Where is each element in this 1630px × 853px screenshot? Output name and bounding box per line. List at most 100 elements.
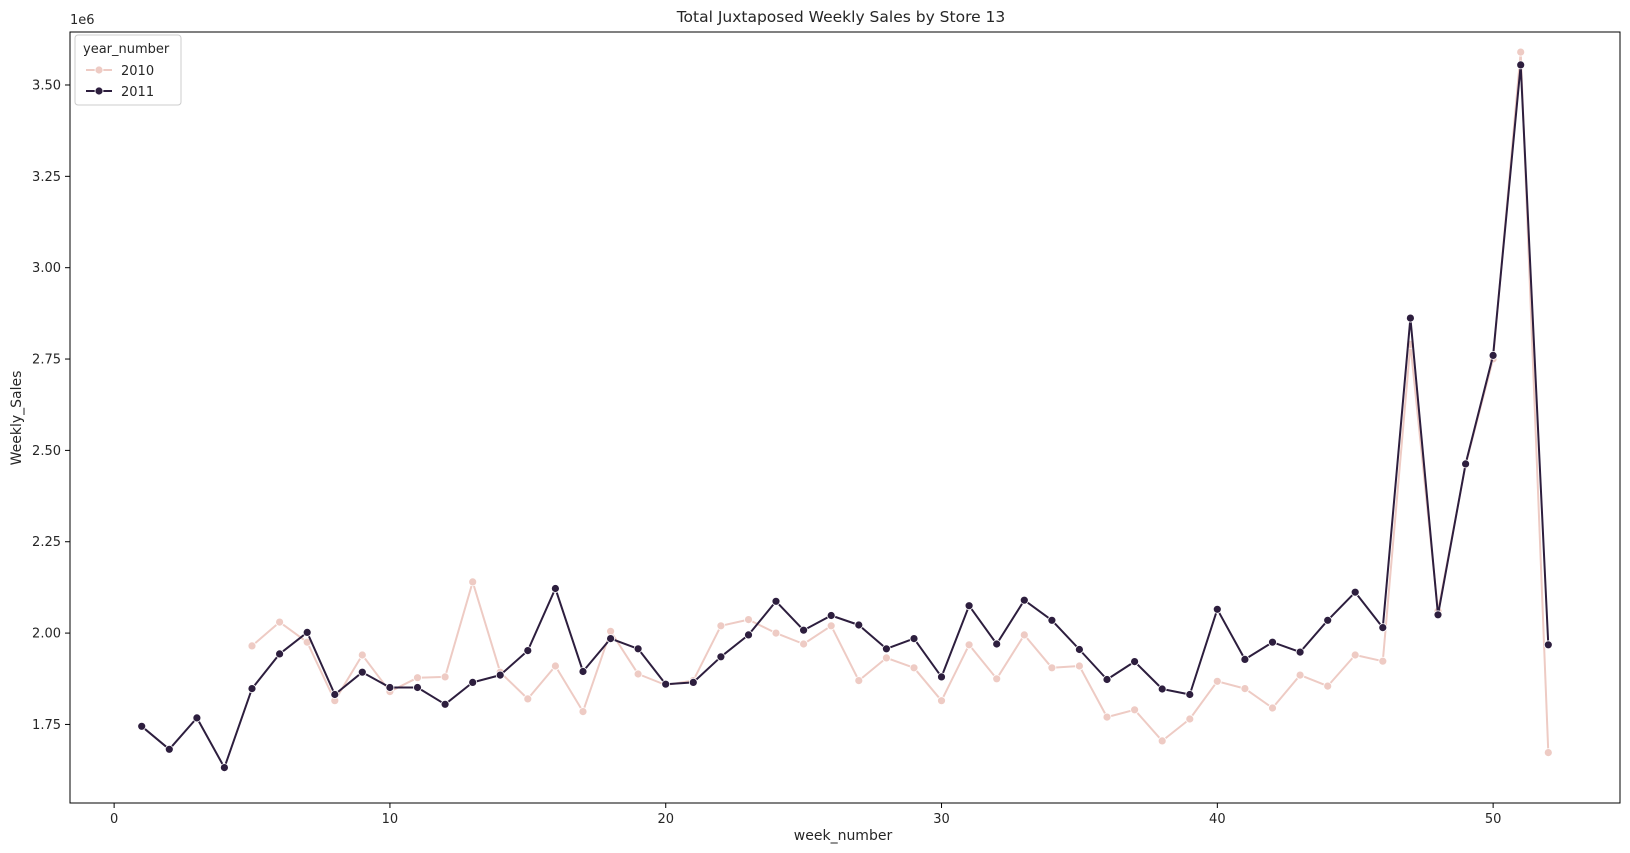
data-point-2010-w41 xyxy=(1240,684,1250,693)
data-point-2010-w35 xyxy=(1075,661,1084,671)
data-point-2010-w51 xyxy=(1516,47,1526,57)
data-point-2011-w12 xyxy=(440,699,450,709)
data-point-2011-w45 xyxy=(1350,587,1360,597)
x-tick-label: 40 xyxy=(1209,812,1226,827)
legend-marker-2010 xyxy=(94,65,104,75)
data-point-2011-w46 xyxy=(1378,623,1388,632)
data-point-2010-w5 xyxy=(247,641,257,651)
data-point-2011-w6 xyxy=(275,649,285,659)
data-point-2011-w48 xyxy=(1433,610,1443,620)
data-point-2010-w39 xyxy=(1185,714,1195,724)
y-axis-offset-label: 1e6 xyxy=(70,13,95,28)
data-point-2011-w19 xyxy=(633,644,643,654)
data-point-2011-w36 xyxy=(1102,675,1112,684)
data-point-2010-w52 xyxy=(1543,748,1553,757)
y-tick-label: 3.00 xyxy=(32,261,61,276)
data-point-2010-w27 xyxy=(854,676,864,685)
data-point-2011-w17 xyxy=(578,667,588,676)
data-point-2011-w40 xyxy=(1212,604,1222,614)
data-point-2011-w21 xyxy=(688,678,698,687)
data-point-2010-w33 xyxy=(1019,630,1029,640)
data-point-2011-w4 xyxy=(219,763,229,772)
series-line-2010 xyxy=(251,51,1550,753)
data-point-2011-w27 xyxy=(854,620,864,630)
data-point-2011-w33 xyxy=(1019,595,1029,605)
data-point-2010-w42 xyxy=(1268,703,1277,713)
data-point-2010-w43 xyxy=(1295,670,1305,680)
data-point-2011-w39 xyxy=(1185,690,1195,699)
data-point-2011-w28 xyxy=(882,644,891,654)
data-point-2011-w26 xyxy=(826,611,836,620)
data-point-2011-w25 xyxy=(799,625,808,635)
data-point-2011-w37 xyxy=(1130,657,1139,666)
data-point-2011-w16 xyxy=(551,584,560,593)
legend-label-2011: 2011 xyxy=(121,85,154,100)
data-point-2010-w26 xyxy=(826,621,836,631)
plot-area: 0 10 20 30 40 50 1.75 2.00 2.25 2.50 2.75 3.00 3.25 3… xyxy=(32,31,1621,827)
data-point-2010-w32 xyxy=(992,674,1002,684)
data-point-2011-w5 xyxy=(247,684,257,693)
data-point-2010-w23 xyxy=(744,615,753,624)
data-point-2011-w2 xyxy=(164,744,174,754)
x-tick-label: 30 xyxy=(933,812,950,827)
data-point-2010-w11 xyxy=(413,673,422,683)
data-point-2011-w32 xyxy=(992,639,1002,649)
y-tick-label: 2.75 xyxy=(32,353,61,368)
x-tick-label: 10 xyxy=(382,812,399,827)
data-point-2011-w11 xyxy=(413,683,422,692)
data-point-2011-w9 xyxy=(357,667,367,677)
data-point-2010-w44 xyxy=(1323,681,1333,691)
data-point-2010-w38 xyxy=(1157,736,1167,746)
y-tick-label: 2.00 xyxy=(32,627,61,642)
data-point-2010-w16 xyxy=(551,661,560,671)
x-axis-label: week_number xyxy=(794,828,893,844)
x-tick-label: 0 xyxy=(110,812,118,827)
data-point-2011-w30 xyxy=(937,672,946,682)
data-point-2010-w24 xyxy=(771,628,781,638)
data-point-2010-w12 xyxy=(440,672,450,682)
data-point-2011-w7 xyxy=(302,628,312,637)
data-point-2011-w52 xyxy=(1543,640,1553,650)
data-point-2011-w44 xyxy=(1323,615,1333,625)
data-point-2011-w51 xyxy=(1516,60,1526,70)
legend-title: year_number xyxy=(83,42,170,57)
data-point-2011-w3 xyxy=(192,713,202,723)
data-point-2010-w31 xyxy=(964,640,974,650)
data-point-2011-w38 xyxy=(1157,684,1167,694)
data-point-2010-w29 xyxy=(909,663,919,673)
data-point-2011-w49 xyxy=(1461,459,1470,469)
data-point-2010-w18 xyxy=(606,626,615,636)
data-point-2011-w35 xyxy=(1075,645,1084,654)
legend-label-2010: 2010 xyxy=(121,64,154,79)
y-tick-label: 2.50 xyxy=(32,444,61,459)
x-tick-label: 20 xyxy=(657,812,674,827)
legend: year_number 2010 2011 xyxy=(74,34,182,106)
data-point-2010-w40 xyxy=(1212,676,1222,686)
data-point-2011-w8 xyxy=(330,690,340,699)
data-point-2010-w22 xyxy=(716,621,726,631)
data-point-2011-w1 xyxy=(137,721,147,731)
data-point-2010-w6 xyxy=(275,617,285,627)
data-point-2010-w45 xyxy=(1350,650,1360,660)
data-point-2010-w17 xyxy=(578,707,588,716)
data-point-2011-w31 xyxy=(964,601,974,611)
data-point-2010-w15 xyxy=(523,694,533,704)
y-axis-label: Weekly_Sales xyxy=(9,371,25,466)
data-point-2011-w22 xyxy=(716,652,726,662)
data-point-2011-w13 xyxy=(468,678,478,687)
data-point-2011-w43 xyxy=(1295,647,1305,657)
data-point-2011-w47 xyxy=(1406,313,1415,323)
legend-entry-2011: 2011 xyxy=(86,85,154,100)
y-tick-label: 2.25 xyxy=(32,535,61,550)
data-point-2010-w30 xyxy=(937,696,946,706)
data-point-2010-w13 xyxy=(468,577,478,587)
chart-title: Total Juxtaposed Weekly Sales by Store 1… xyxy=(676,8,1006,26)
data-point-2011-w14 xyxy=(495,670,505,680)
y-tick-label: 3.25 xyxy=(32,170,61,185)
data-point-2011-w29 xyxy=(909,634,919,643)
data-point-2011-w20 xyxy=(661,679,671,689)
x-tick-label: 50 xyxy=(1485,812,1502,827)
data-point-2011-w24 xyxy=(771,596,781,606)
